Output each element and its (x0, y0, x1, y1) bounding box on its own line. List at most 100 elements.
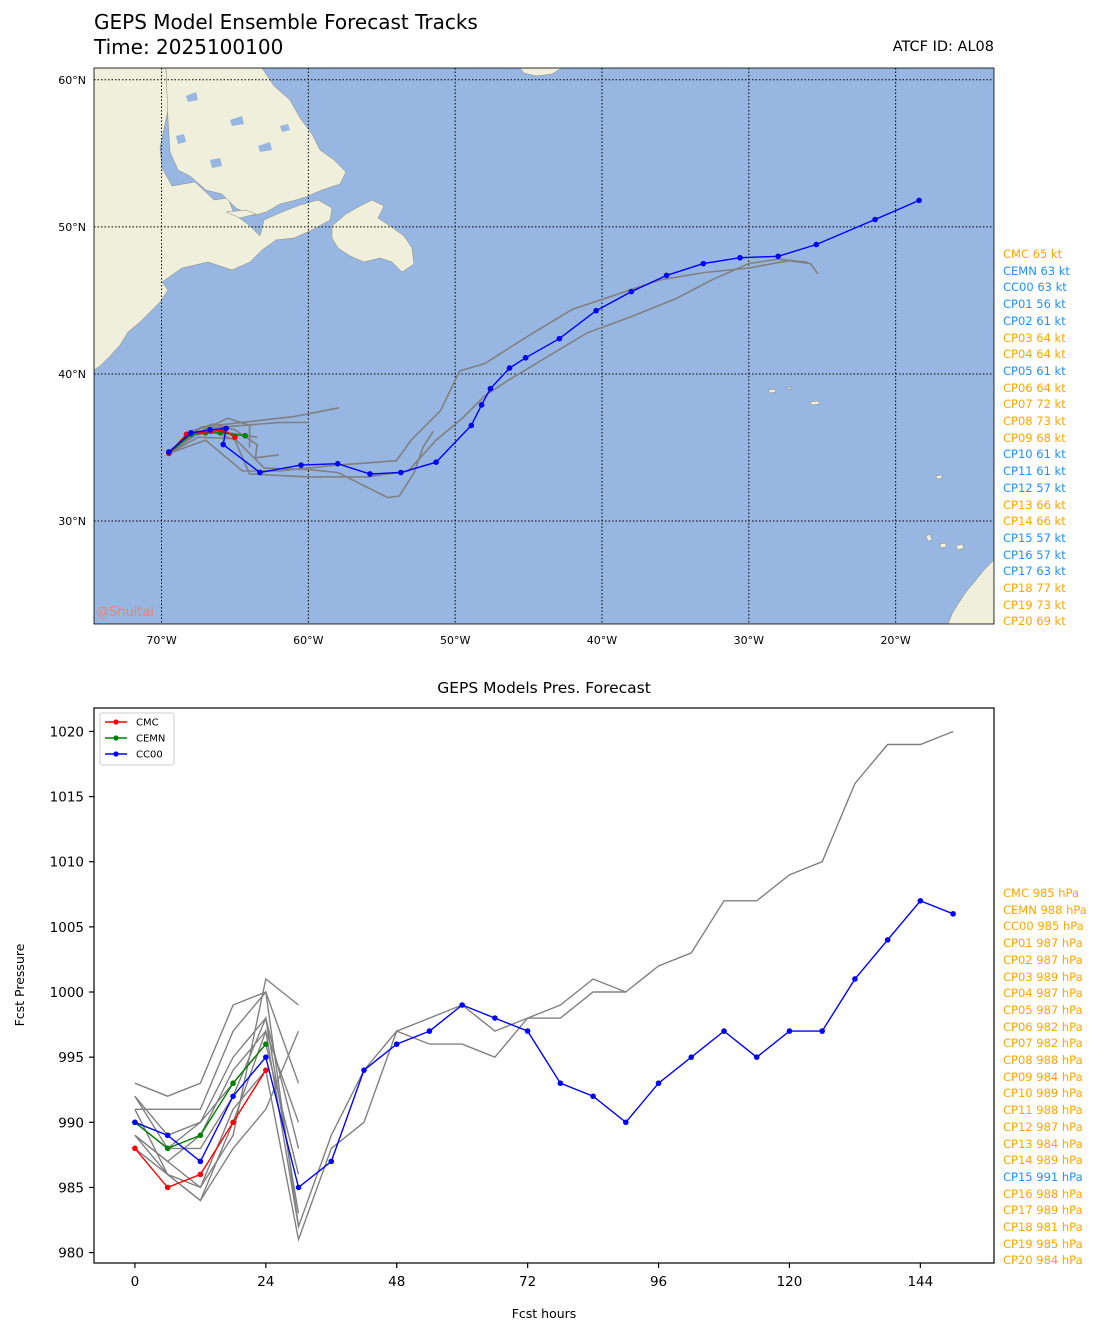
track-point (166, 449, 172, 455)
lat-tick-label: 50°N (58, 221, 86, 234)
pressure-legend-item: CC00 985 hPa (1003, 919, 1084, 934)
legend-marker (113, 735, 119, 741)
wind-legend-item: CP05 61 kt (1003, 363, 1066, 378)
land-azores-1 (767, 388, 777, 394)
series-member (134, 1016, 300, 1149)
wind-legend-item: CP02 61 kt (1003, 313, 1066, 328)
lake-3 (176, 134, 186, 144)
series-point (132, 1119, 138, 1126)
pressure-plot-frame (93, 707, 995, 1264)
series-point (164, 1145, 171, 1152)
pressure-legend-item: CP11 988 hPa (1003, 1103, 1083, 1118)
pressure-inner-legend: CMC CEMN CC00 (99, 712, 175, 766)
series-point (492, 1015, 498, 1021)
series-point (721, 1028, 727, 1034)
series-point (328, 1158, 335, 1165)
series-point (557, 1080, 564, 1087)
pressure-legend-item: CEMN 988 hPa (1003, 902, 1087, 917)
wind-legend-item: CEMN 63 kt (1003, 263, 1070, 278)
y-tick-label: 985 (58, 1180, 84, 1196)
series-point (786, 1028, 793, 1034)
watermark: @Shuitai (96, 605, 154, 620)
series-point (263, 1054, 269, 1060)
land-africa (947, 559, 994, 624)
track-point (556, 335, 563, 342)
track-point (506, 365, 513, 371)
lat-tick-label: 60°N (58, 74, 86, 87)
wind-legend-item: CP19 73 kt (1003, 597, 1066, 612)
x-tick-label: 96 (650, 1274, 667, 1290)
wind-legend-item: CP09 68 kt (1003, 430, 1066, 445)
pressure-legend-item: CP13 984 hPa (1003, 1136, 1083, 1151)
legend-label: CC00 (136, 750, 163, 761)
pressure-chart-title: GEPS Models Pres. Forecast (437, 679, 651, 697)
series-point (295, 1184, 302, 1191)
series-point (688, 1054, 695, 1060)
legend-label: CEMN (136, 734, 165, 745)
wind-legend-item: CP12 57 kt (1003, 480, 1066, 495)
track-member (169, 417, 251, 453)
track-point (628, 288, 635, 295)
series-point (426, 1028, 433, 1034)
x-tick-label: 72 (519, 1274, 536, 1290)
map-gridlines (94, 68, 994, 624)
pressure-legend-item: CP19 985 hPa (1003, 1236, 1083, 1251)
pressure-x-label: Fcst hours (512, 1306, 577, 1321)
series-member (134, 991, 300, 1227)
track-point (257, 469, 263, 476)
wind-legend-item: CP17 63 kt (1003, 564, 1066, 579)
track-point (593, 307, 599, 314)
lat-tick-label: 40°N (58, 368, 86, 381)
pressure-legend-item: CP18 981 hPa (1003, 1220, 1083, 1235)
pressure-legend: CMC 985 hPa CEMN 988 hPa CC00 985 hPa CP01 … (1003, 885, 1087, 1269)
series-point (884, 937, 891, 943)
lake-2 (230, 116, 244, 126)
track-cc00 (168, 199, 920, 475)
lon-tick-label: 60°W (293, 634, 323, 647)
track-member (168, 259, 819, 472)
x-tick-label: 0 (131, 1274, 140, 1290)
track-point (188, 429, 194, 436)
series-point (197, 1171, 204, 1178)
pressure-legend-item: CP06 982 hPa (1003, 1019, 1083, 1034)
lon-tick-label: 40°W (587, 634, 617, 647)
track-point (813, 241, 820, 248)
track-point (522, 354, 529, 361)
track-point (220, 441, 227, 448)
track-point (232, 434, 238, 440)
series-point (230, 1080, 236, 1087)
series-member (134, 990, 300, 1110)
track-point (775, 253, 781, 260)
series-point (459, 1002, 465, 1008)
series-point (361, 1067, 367, 1073)
series-point (753, 1054, 760, 1060)
series-point (132, 1145, 138, 1152)
y-tick-label: 1005 (50, 920, 84, 936)
map-lon-labels: 70°W 60°W 50°W 40°W 30°W 20°W (146, 634, 911, 647)
track-point (737, 254, 743, 261)
series-point (393, 1041, 400, 1047)
land-canary-3 (939, 542, 947, 549)
wind-legend-item: CP10 61 kt (1003, 447, 1066, 462)
series-point (950, 911, 956, 917)
land-madeira (935, 474, 943, 480)
pressure-x-ticks: 0 24 48 72 96 120 144 (131, 1263, 933, 1290)
lon-tick-label: 30°W (734, 634, 764, 647)
wind-legend-item: CC00 63 kt (1003, 280, 1067, 295)
series-point (230, 1119, 236, 1126)
track-point (242, 432, 249, 439)
track-point (334, 460, 341, 467)
land-anticosti (225, 209, 257, 219)
land-canary-2 (955, 543, 965, 551)
land-canary-1 (925, 533, 933, 542)
series-member (134, 991, 626, 1243)
series-member (134, 1042, 300, 1175)
track-point (916, 197, 922, 204)
wind-legend-item: CP03 64 kt (1003, 330, 1066, 345)
lon-tick-label: 50°W (440, 634, 470, 647)
atcf-id-label: ATCF ID: AL08 (892, 39, 994, 55)
series-point (852, 976, 858, 982)
x-tick-label: 48 (388, 1274, 405, 1290)
pressure-legend-item: CP01 987 hPa (1003, 936, 1083, 951)
x-tick-label: 120 (777, 1274, 803, 1290)
